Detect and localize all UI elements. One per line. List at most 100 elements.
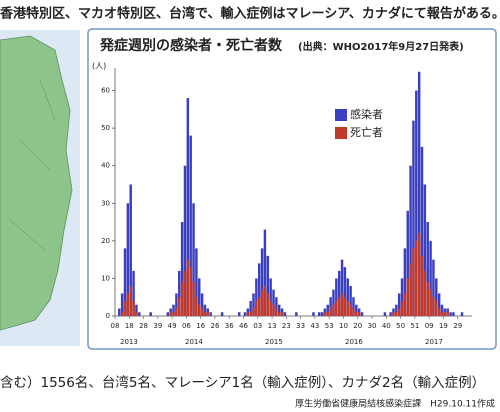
bar bbox=[123, 300, 127, 316]
bar bbox=[280, 312, 284, 316]
bar bbox=[426, 222, 429, 316]
bar bbox=[200, 308, 204, 316]
x-tick-label: 06 bbox=[182, 322, 191, 330]
bar bbox=[195, 297, 198, 316]
x-tick-label: 46 bbox=[239, 322, 248, 330]
bar bbox=[183, 165, 187, 316]
bar bbox=[400, 300, 404, 316]
bar bbox=[129, 184, 132, 316]
bar bbox=[340, 259, 344, 316]
bar bbox=[435, 278, 438, 316]
chart-frame bbox=[87, 28, 497, 350]
bar bbox=[346, 278, 349, 316]
bar bbox=[175, 293, 178, 316]
bar bbox=[323, 312, 327, 316]
bar bbox=[269, 278, 272, 316]
x-tick-label: 09 bbox=[425, 322, 434, 330]
bar bbox=[209, 312, 212, 316]
legend-swatch bbox=[335, 127, 347, 139]
x-tick-label: 43 bbox=[310, 322, 319, 330]
bar bbox=[335, 300, 338, 316]
bar bbox=[403, 248, 407, 316]
bar bbox=[335, 278, 338, 316]
province-lines bbox=[9, 79, 56, 251]
bar bbox=[283, 312, 287, 316]
bar bbox=[446, 312, 449, 316]
bar bbox=[329, 297, 332, 316]
bar bbox=[440, 304, 444, 316]
bar bbox=[126, 203, 130, 316]
header-text: 香港特別区、マカオ特別区、台湾で、輸入症例はマレーシア、カナダにて報告がある。 bbox=[0, 6, 500, 22]
bar bbox=[195, 248, 198, 316]
bar bbox=[252, 308, 255, 316]
bar bbox=[435, 300, 438, 316]
bar bbox=[132, 270, 135, 316]
bar bbox=[249, 312, 252, 316]
bar bbox=[255, 300, 258, 316]
bar bbox=[129, 285, 132, 316]
bar bbox=[460, 312, 464, 316]
bar bbox=[437, 293, 441, 316]
x-tick-label: 49 bbox=[168, 322, 177, 330]
y-axis-label: (人) bbox=[92, 62, 106, 71]
bar bbox=[192, 203, 195, 316]
x-tick-label: 10 bbox=[339, 322, 348, 330]
x-tick-label: 20 bbox=[353, 322, 362, 330]
land bbox=[0, 35, 73, 331]
bar bbox=[203, 312, 207, 316]
bar bbox=[260, 289, 264, 316]
bar bbox=[397, 308, 401, 316]
bar bbox=[120, 312, 124, 316]
bar bbox=[389, 312, 392, 316]
bar bbox=[320, 312, 324, 316]
bar bbox=[432, 259, 435, 316]
bar bbox=[412, 248, 415, 316]
bar bbox=[172, 304, 175, 316]
bar bbox=[203, 304, 207, 316]
bar bbox=[189, 267, 192, 316]
bar bbox=[329, 308, 332, 316]
bar bbox=[206, 312, 210, 316]
bar bbox=[266, 255, 270, 316]
bar bbox=[392, 312, 395, 316]
bar bbox=[252, 293, 255, 316]
bar bbox=[349, 304, 352, 316]
bar bbox=[420, 146, 424, 316]
legend-swatch bbox=[335, 109, 347, 121]
bar bbox=[272, 304, 275, 316]
y-tick-label: 40 bbox=[101, 162, 110, 170]
bar bbox=[423, 270, 427, 316]
bar bbox=[343, 297, 347, 316]
bar bbox=[326, 304, 329, 316]
bar bbox=[135, 312, 138, 316]
legend-label: 死亡者 bbox=[350, 125, 383, 139]
year-label: 2013 bbox=[120, 338, 138, 346]
x-tick-label: 30 bbox=[368, 322, 377, 330]
bar bbox=[429, 289, 432, 316]
bar bbox=[340, 293, 344, 316]
bar bbox=[355, 304, 358, 316]
credit-text: 厚生労働省健康局結核感染症課 H29.10.11作成 bbox=[295, 398, 495, 410]
bar bbox=[263, 285, 267, 316]
bar bbox=[269, 300, 272, 316]
bar bbox=[166, 312, 170, 316]
bar bbox=[426, 282, 429, 316]
bar bbox=[258, 263, 261, 316]
bar bbox=[332, 289, 335, 316]
bar bbox=[258, 297, 261, 316]
bar bbox=[263, 229, 267, 316]
y-tick-label: 60 bbox=[101, 87, 110, 95]
x-tick-label: 26 bbox=[210, 322, 219, 330]
x-tick-label: 13 bbox=[268, 322, 277, 330]
bar bbox=[243, 312, 247, 316]
bar bbox=[172, 312, 175, 316]
bar bbox=[180, 282, 184, 316]
x-tick-label: 33 bbox=[296, 322, 305, 330]
bar bbox=[437, 308, 441, 316]
bar bbox=[317, 312, 321, 316]
bar bbox=[260, 248, 264, 316]
bar bbox=[275, 297, 278, 316]
bar bbox=[417, 71, 421, 317]
bar bbox=[415, 90, 418, 316]
bar bbox=[246, 312, 250, 316]
